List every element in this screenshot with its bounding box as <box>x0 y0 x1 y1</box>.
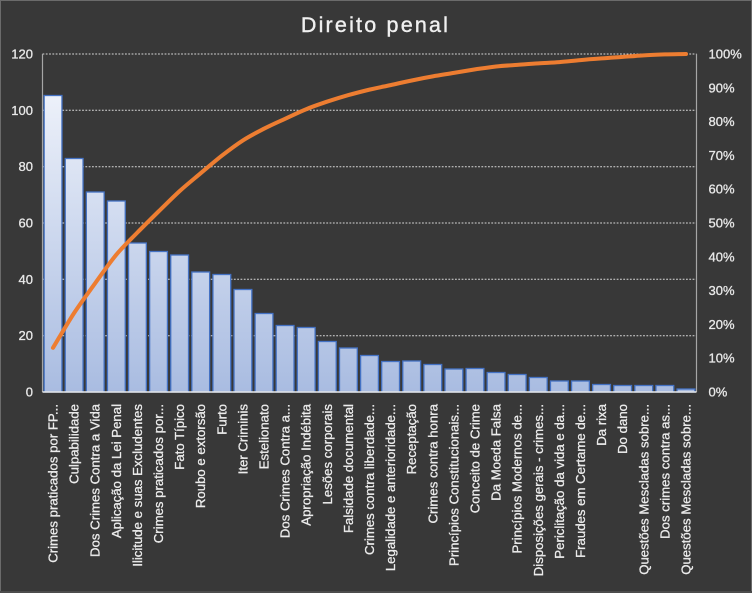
svg-text:70%: 70% <box>709 148 735 163</box>
svg-text:Receptação: Receptação <box>404 404 419 474</box>
svg-text:Crimes contra honra: Crimes contra honra <box>425 403 440 523</box>
svg-text:20%: 20% <box>709 317 735 332</box>
svg-text:Estelionato: Estelionato <box>257 404 272 469</box>
svg-text:120: 120 <box>11 47 33 62</box>
svg-text:50%: 50% <box>709 216 735 231</box>
svg-text:Fraudes em Certame de...: Fraudes em Certame de... <box>573 404 588 558</box>
svg-text:Furto: Furto <box>214 404 229 435</box>
svg-text:Direito penal: Direito penal <box>301 13 450 37</box>
svg-text:Dos Crimes Contra a Vida: Dos Crimes Contra a Vida <box>88 403 103 557</box>
svg-text:Crimes praticados por FP...: Crimes praticados por FP... <box>46 404 61 563</box>
svg-text:30%: 30% <box>709 283 735 298</box>
svg-text:Da Moeda Falsa: Da Moeda Falsa <box>489 403 504 500</box>
svg-text:Legalidade e anterioridade...: Legalidade e anterioridade... <box>383 404 398 571</box>
svg-text:Falsidade documental: Falsidade documental <box>341 404 356 533</box>
svg-text:100%: 100% <box>709 47 743 62</box>
svg-text:40: 40 <box>19 272 33 287</box>
svg-text:Questões Mescladas sobre...: Questões Mescladas sobre... <box>679 404 694 575</box>
svg-text:Apropriação Indébita: Apropriação Indébita <box>299 403 314 525</box>
svg-text:Crimes contra liberdade...: Crimes contra liberdade... <box>362 404 377 555</box>
svg-text:Roubo e extorsão: Roubo e extorsão <box>193 404 208 508</box>
svg-text:60: 60 <box>19 216 33 231</box>
svg-text:100: 100 <box>11 103 33 118</box>
svg-text:Princípios Modernos de...: Princípios Modernos de... <box>510 404 525 554</box>
svg-text:Periclitação da vida e da...: Periclitação da vida e da... <box>552 404 567 559</box>
svg-text:Culpabilidade: Culpabilidade <box>67 404 82 484</box>
svg-text:Questões Mescladas sobre...: Questões Mescladas sobre... <box>636 404 651 575</box>
svg-text:Da rixa: Da rixa <box>594 403 609 445</box>
svg-text:Dos crimes contra as...: Dos crimes contra as... <box>657 404 672 539</box>
svg-text:40%: 40% <box>709 249 735 264</box>
svg-text:Dos Crimes Contra a...: Dos Crimes Contra a... <box>278 404 293 538</box>
svg-text:80%: 80% <box>709 114 735 129</box>
svg-text:Iter Criminis: Iter Criminis <box>235 404 250 475</box>
svg-text:80: 80 <box>19 159 33 174</box>
svg-text:Aplicação da Lei Penal: Aplicação da Lei Penal <box>109 404 124 538</box>
svg-text:20: 20 <box>19 328 33 343</box>
svg-text:Lesões corporais: Lesões corporais <box>320 404 335 505</box>
svg-text:Fato Típico: Fato Típico <box>172 404 187 470</box>
svg-text:90%: 90% <box>709 80 735 95</box>
svg-text:Disposições gerais - crimes...: Disposições gerais - crimes... <box>531 404 546 576</box>
svg-text:Conceito de Crime: Conceito de Crime <box>468 404 483 513</box>
svg-text:Crimes praticados por...: Crimes praticados por... <box>151 404 166 543</box>
svg-text:0: 0 <box>26 385 33 400</box>
svg-text:60%: 60% <box>709 182 735 197</box>
svg-text:Princípios Constitucionais...: Princípios Constitucionais... <box>446 404 461 566</box>
svg-text:10%: 10% <box>709 351 735 366</box>
svg-text:0%: 0% <box>709 385 728 400</box>
svg-text:Ilicitude e suas Excludentes: Ilicitude e suas Excludentes <box>130 404 145 567</box>
svg-text:Do dano: Do dano <box>615 404 630 454</box>
